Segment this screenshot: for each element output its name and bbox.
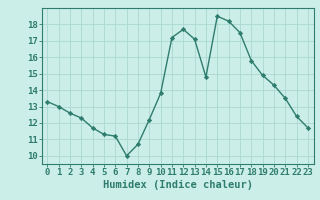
X-axis label: Humidex (Indice chaleur): Humidex (Indice chaleur): [103, 180, 252, 190]
